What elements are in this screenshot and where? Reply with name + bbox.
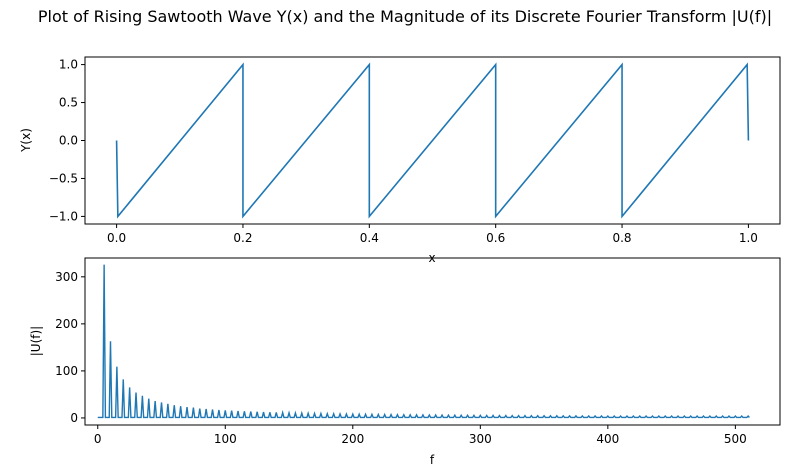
y-tick-label: 0.0 — [59, 134, 78, 148]
plot2-x-label: f — [430, 453, 435, 467]
y-tick-label: 100 — [55, 364, 78, 378]
y-tick-label: −0.5 — [49, 171, 78, 185]
y-tick-label: 0 — [70, 411, 78, 425]
sawtooth-series-line — [115, 62, 750, 219]
y-tick-label: 0.5 — [59, 96, 78, 110]
plot2-ticks: 0 100 200 300 400 500 0 100 200 300 — [55, 270, 747, 446]
x-tick-label: 300 — [469, 432, 492, 446]
y-tick-label: −1.0 — [49, 209, 78, 223]
x-tick-label: 0.2 — [233, 231, 252, 245]
time-domain-plot: 0.0 0.2 0.4 0.6 0.8 1.0−1.0−0.50.00.51.0 x Y(… — [19, 56, 781, 265]
dft-magnitude-series-line — [97, 264, 750, 419]
x-tick-label: 0.8 — [612, 231, 631, 245]
figure-title: Plot of Rising Sawtooth Wave Y(x) and th… — [38, 7, 772, 26]
plot2-y-label: |U(f)| — [29, 326, 43, 356]
plot1-ticks: 0.0 0.2 0.4 0.6 0.8 1.0 −1.0 −0.5 0.0 0.5 1.0 — [49, 58, 758, 245]
y-tick-label: 1.0 — [59, 58, 78, 72]
y-tick-label: 200 — [55, 317, 78, 331]
x-tick-label: 0 — [94, 432, 102, 446]
x-tick-label: 500 — [724, 432, 747, 446]
x-tick-label: 0.0 — [107, 231, 126, 245]
x-tick-label: 0.4 — [360, 231, 379, 245]
plot1-y-label: Y(x) — [19, 128, 33, 153]
x-tick-label: 200 — [341, 432, 364, 446]
x-tick-label: 0.6 — [486, 231, 505, 245]
x-tick-label: 1.0 — [739, 231, 758, 245]
frequency-domain-plot: 0 100 200 300 400 500 0 100 200 300 f |U(f)| — [29, 257, 781, 467]
plot2-frame — [84, 257, 781, 426]
x-tick-label: 100 — [214, 432, 237, 446]
x-tick-label: 400 — [596, 432, 619, 446]
y-tick-label: 300 — [55, 270, 78, 284]
